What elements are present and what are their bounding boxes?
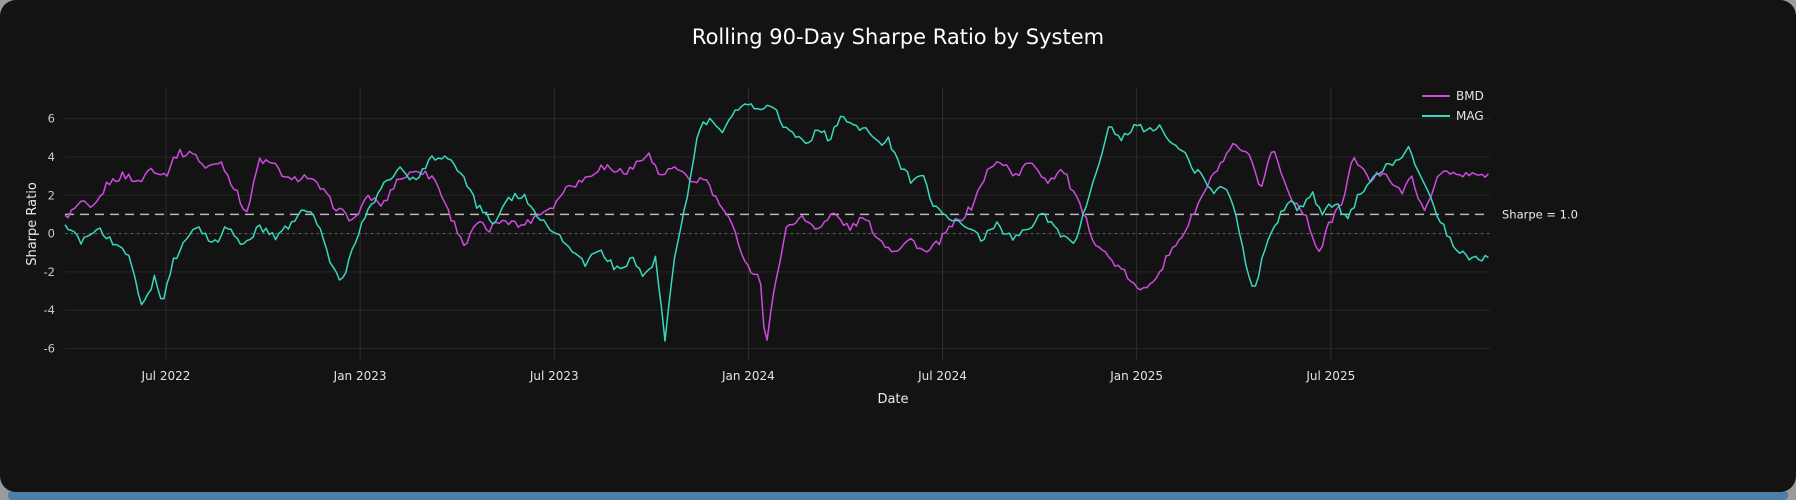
legend-label-bmd: BMD	[1456, 89, 1484, 103]
y-axis-title: Sharpe Ratio	[25, 182, 40, 266]
y-tick-label: 6	[48, 112, 55, 126]
axis-ticks: -6 -4 -2 0 2 4 6 Jul 2022 Jan 2023 Jul 2023 Jan 20…	[44, 112, 1356, 383]
y-tick-label: 0	[48, 227, 55, 241]
x-tick-label: Jan 2023	[333, 369, 387, 383]
y-tick-label: 4	[48, 150, 55, 164]
x-tick-label: Jul 2022	[141, 369, 191, 383]
x-tick-label: Jul 2024	[917, 369, 967, 383]
y-tick-label: -4	[44, 303, 55, 317]
chart-title: Rolling 90-Day Sharpe Ratio by System	[692, 25, 1104, 49]
y-tick-label: -6	[44, 342, 55, 356]
series-lines	[64, 103, 1489, 342]
series-line-mag	[64, 103, 1489, 342]
reference-lines	[65, 213, 1490, 235]
x-tick-label: Jul 2023	[529, 369, 579, 383]
series-line-bmd	[64, 142, 1489, 341]
x-tick-label: Jan 2025	[1109, 369, 1163, 383]
legend-item-bmd[interactable]: BMD	[1422, 89, 1484, 103]
y-tick-label: -2	[44, 265, 55, 279]
legend-item-mag[interactable]: MAG	[1422, 109, 1484, 123]
bottom-accent-strip	[8, 491, 1788, 500]
reference-line-label: Sharpe = 1.0	[1502, 207, 1578, 221]
x-axis-title: Date	[877, 392, 908, 407]
legend-label-mag: MAG	[1456, 109, 1484, 123]
y-tick-label: 2	[48, 188, 55, 202]
x-tick-label: Jul 2025	[1305, 369, 1355, 383]
x-tick-label: Jan 2024	[721, 369, 775, 383]
gridlines	[65, 88, 1490, 360]
legend: BMD MAG	[1422, 89, 1484, 123]
